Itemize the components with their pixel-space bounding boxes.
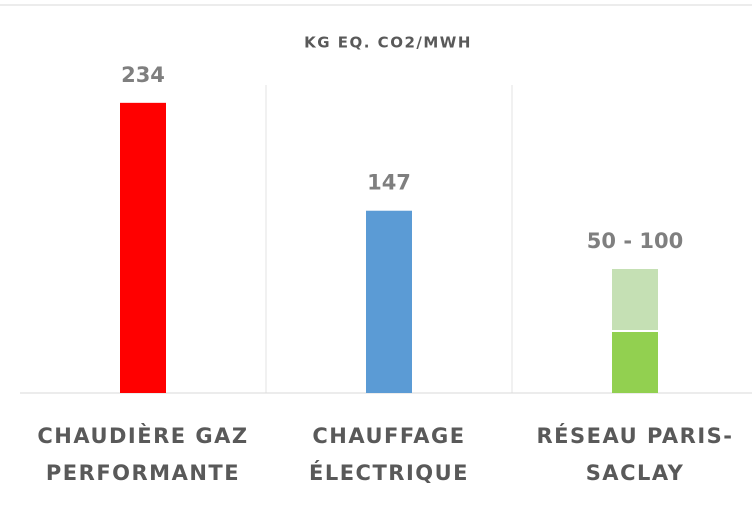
bar bbox=[612, 331, 658, 393]
bar bbox=[366, 210, 412, 393]
x-tick-label: CHAUFFAGE ÉLECTRIQUE bbox=[308, 424, 470, 485]
chart-title: KG EQ. CO2/MWH bbox=[304, 34, 472, 52]
bar bbox=[612, 269, 658, 331]
data-label: 147 bbox=[367, 171, 411, 195]
data-label: 234 bbox=[121, 63, 165, 87]
data-label: 50 - 100 bbox=[587, 229, 683, 253]
x-tick-label: CHAUDIÈRE GAZ PERFORMANTE bbox=[37, 424, 249, 485]
x-tick-label: RÉSEAU PARIS-SACLAY bbox=[536, 424, 734, 485]
bar bbox=[120, 102, 166, 393]
